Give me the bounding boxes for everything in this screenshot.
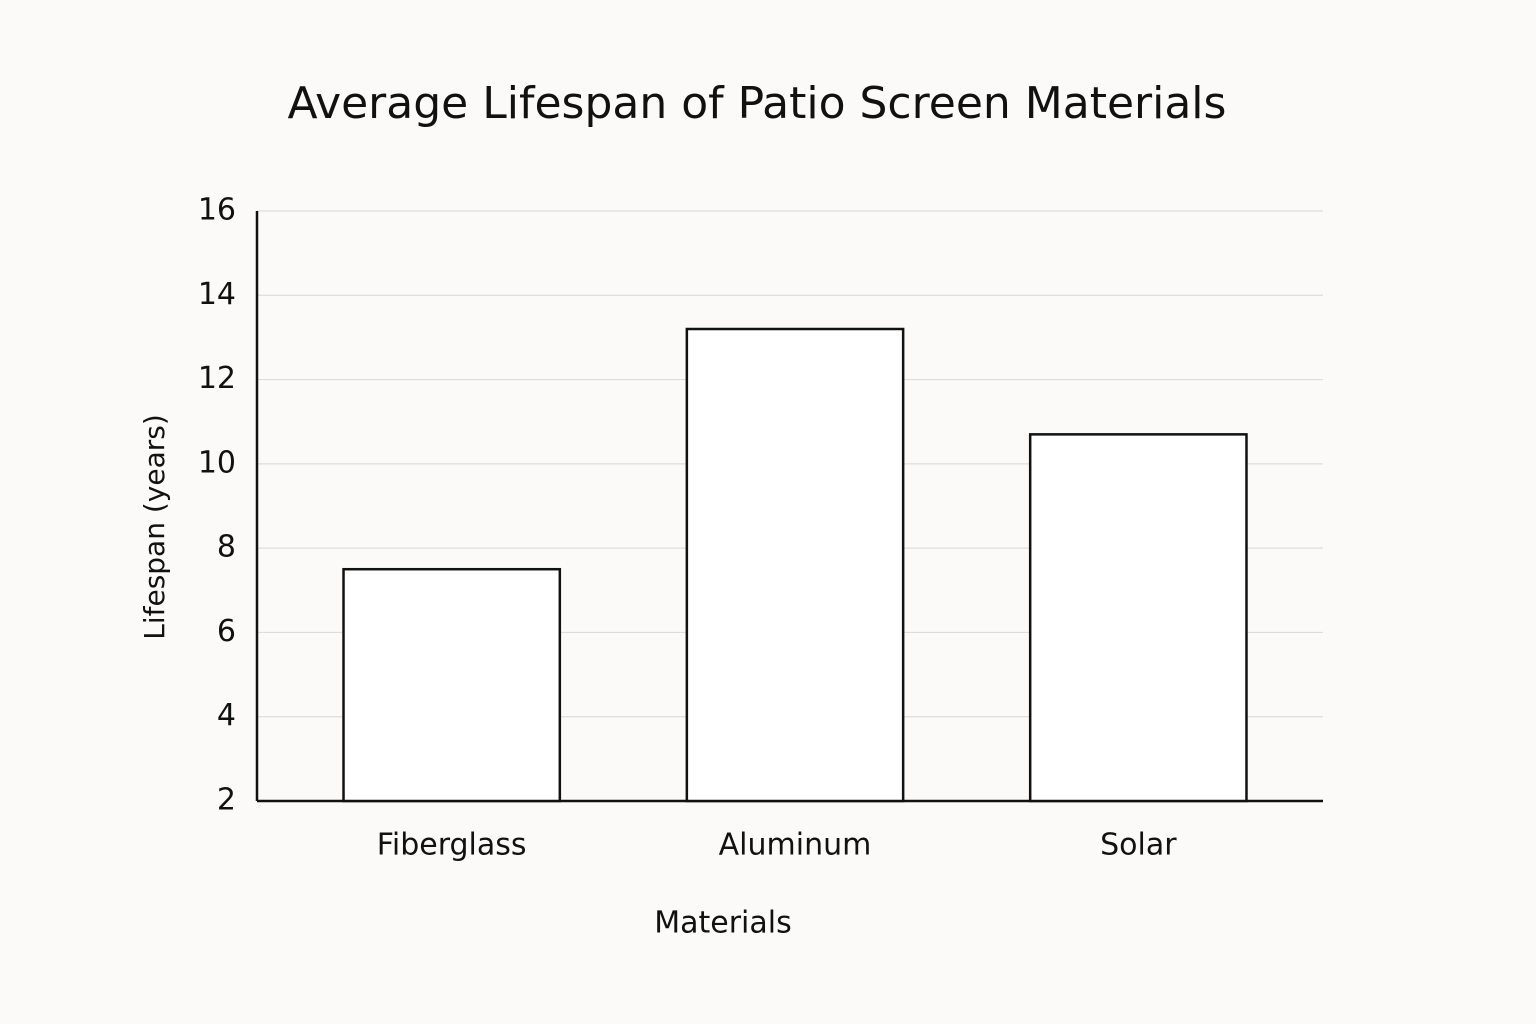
bar — [1028, 433, 1248, 803]
bar — [342, 567, 562, 803]
y-tick-label: 10 — [198, 445, 236, 480]
y-tick-label: 14 — [198, 277, 236, 312]
y-tick-label: 8 — [217, 530, 236, 565]
y-tick-label: 6 — [217, 614, 236, 649]
bar — [685, 327, 905, 803]
y-tick-label: 16 — [198, 193, 236, 228]
x-tick-label: Fiberglass — [377, 828, 527, 863]
y-tick-label: 2 — [217, 783, 236, 818]
chart-title: Average Lifespan of Patio Screen Materia… — [288, 78, 1227, 129]
y-tick-label: 12 — [198, 361, 236, 396]
y-axis-label: Lifespan (years) — [138, 414, 171, 640]
y-tick-label: 4 — [217, 698, 236, 733]
x-axis-label: Materials — [654, 906, 792, 941]
x-tick-label: Solar — [1100, 828, 1177, 863]
x-tick-label: Aluminum — [719, 828, 872, 863]
